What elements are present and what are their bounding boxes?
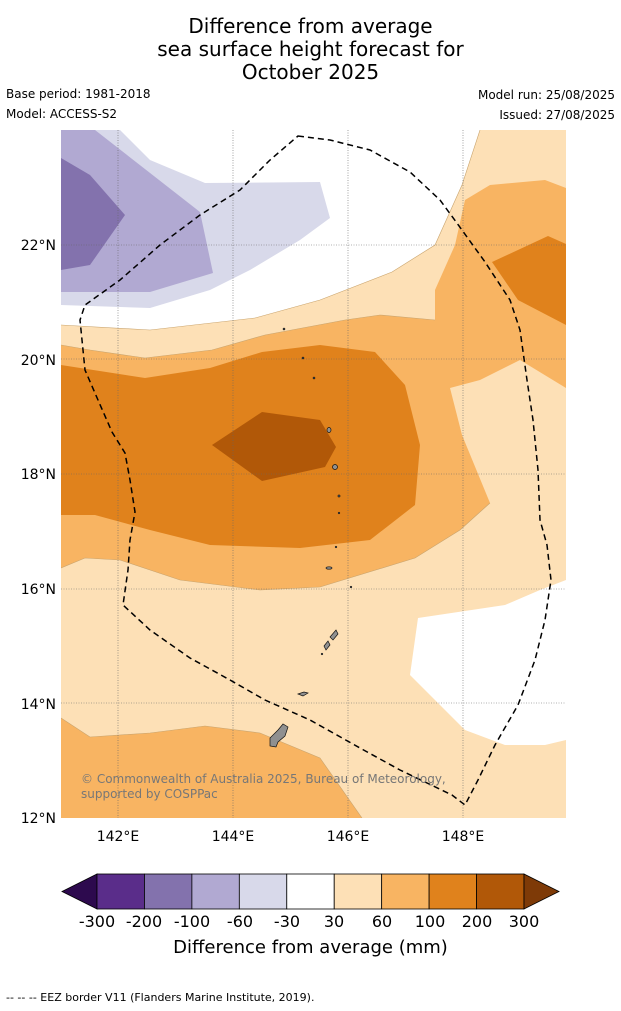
lon-label: 146°E: [327, 829, 370, 845]
island-maug: [301, 356, 305, 360]
title-line-1: Difference from average: [188, 14, 433, 38]
band-minus-100-200: [61, 158, 125, 270]
colorbar-segment: [238, 873, 288, 910]
colorbar-tick: -300: [78, 912, 116, 931]
colorbar-tick: 300: [508, 912, 540, 931]
lat-label: 18°N: [21, 467, 56, 483]
colorbar-segment: [96, 873, 145, 910]
colorbar-arrow-high: [523, 873, 560, 910]
map-title: Difference from average sea surface heig…: [0, 15, 621, 84]
island-farallon: [282, 327, 286, 331]
colorbar-segment: [144, 873, 193, 910]
copyright-notice: © Commonwealth of Australia 2025, Bureau…: [81, 772, 446, 801]
colorbar-tick: 30: [323, 912, 345, 931]
lat-label: 20°N: [21, 353, 56, 369]
island-guam: [269, 723, 289, 748]
colorbar-segment: [428, 873, 477, 910]
colorbar-tick: 100: [414, 912, 446, 931]
base-period-label: Base period: 1981-2018: [6, 87, 151, 101]
lat-label: 22°N: [21, 238, 56, 254]
island-rota: [296, 691, 309, 697]
island-asuncion: [312, 376, 316, 380]
colorbar-tick: -60: [226, 912, 254, 931]
colorbar-segment: [191, 873, 240, 910]
colorbar-tick: -200: [125, 912, 163, 931]
lat-label: 16°N: [21, 582, 56, 598]
model-label: Model: ACCESS-S2: [6, 107, 118, 121]
island-saipan: [329, 629, 339, 641]
contour-lines: [61, 130, 491, 818]
colorbar-tick: -100: [173, 912, 211, 931]
island-alamagan: [337, 494, 341, 498]
lat-label: 12°N: [21, 811, 56, 827]
lat-labels: 22°N 20°N 18°N 16°N 14°N 12°N: [21, 238, 56, 827]
island-sarigan: [349, 585, 353, 589]
eez-border: [79, 135, 552, 807]
island-aguijan: [320, 652, 324, 656]
colorbar-segment: [286, 873, 335, 910]
title-line-3: October 2025: [241, 60, 380, 84]
island-tinian: [323, 640, 331, 651]
lat-label: 14°N: [21, 697, 56, 713]
colorbar-title: Difference from average (mm): [173, 937, 448, 958]
island-agrihan: [326, 427, 332, 433]
title-line-2: sea surface height forecast for: [157, 37, 464, 61]
band-60-100-south: [61, 718, 362, 818]
lon-labels: 142°E 144°E 146°E 148°E: [97, 829, 485, 845]
band-200-300: [212, 412, 336, 481]
band-100-200-east: [492, 236, 566, 325]
lon-label: 142°E: [97, 829, 140, 845]
island-small: [337, 511, 341, 515]
island-guguan: [334, 545, 338, 549]
colorbar-tick: 200: [461, 912, 493, 931]
colorbar: [61, 873, 560, 910]
colorbar-segment: [476, 873, 525, 910]
eez-legend-footer: -- -- -- EEZ border V11 (Flanders Marine…: [6, 991, 315, 1004]
islands: [269, 327, 353, 748]
lon-label: 144°E: [212, 829, 255, 845]
lon-label: 148°E: [442, 829, 485, 845]
model-run-label: Model run: 25/08/2025: [477, 88, 615, 102]
issued-label: Issued: 27/08/2025: [499, 108, 615, 122]
gridlines: [61, 130, 566, 818]
band-neutral-east: [410, 580, 566, 745]
colorbar-segment: [381, 873, 430, 910]
island-anatahan: [325, 566, 333, 570]
colorbar-segment: [333, 873, 383, 910]
colorbar-tick: -30: [273, 912, 301, 931]
island-pagan: [332, 464, 338, 470]
colorbar-tick: 60: [371, 912, 393, 931]
colorbar-arrow-low: [61, 873, 98, 910]
